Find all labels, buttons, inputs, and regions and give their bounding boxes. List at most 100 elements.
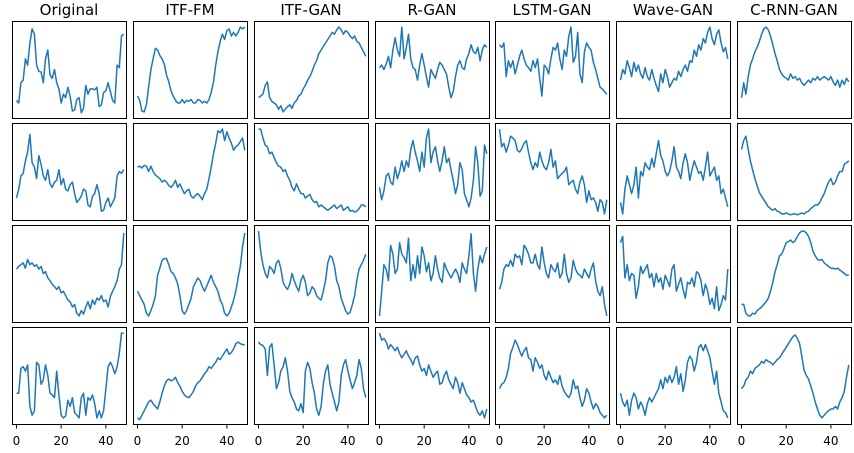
subplot-r1-c4 xyxy=(495,123,610,221)
series-line xyxy=(740,334,850,419)
subplot-frame xyxy=(133,21,248,119)
subplot-r2-c0 xyxy=(12,225,127,323)
subplot-r3-c3 xyxy=(375,327,490,425)
subplot-frame xyxy=(12,327,127,425)
x-tick-label: 40 xyxy=(823,434,838,448)
series-line xyxy=(498,26,608,97)
subplot-frame xyxy=(616,21,731,119)
subplot-r2-c2 xyxy=(254,225,369,323)
series-line xyxy=(137,341,245,421)
column-title-1: ITF-FM xyxy=(165,1,214,19)
series-line xyxy=(619,235,729,312)
subplot-frame xyxy=(616,123,731,221)
subplot-r3-c2 xyxy=(254,327,369,425)
series-line xyxy=(619,26,729,93)
series-line xyxy=(498,129,608,215)
subplot-r2-c4 xyxy=(495,225,610,323)
series-line xyxy=(15,28,125,114)
subplot-r1-c2 xyxy=(254,123,369,221)
subplot-r3-c6 xyxy=(737,327,852,425)
subplot-r1-c6 xyxy=(737,123,852,221)
x-tick-label: 20 xyxy=(658,434,673,448)
series-line xyxy=(136,232,246,317)
x-tick-label: 0 xyxy=(617,434,625,448)
subplot-frame xyxy=(254,21,369,119)
subplot-frame xyxy=(12,21,127,119)
subplot-frame xyxy=(375,123,490,221)
x-tick-label: 20 xyxy=(779,434,794,448)
subplot-frame xyxy=(495,327,610,425)
subplot-r2-c5 xyxy=(616,225,731,323)
subplot-frame xyxy=(616,327,731,425)
series-line xyxy=(619,139,729,215)
subplot-r0-c6 xyxy=(737,21,852,119)
series-line xyxy=(619,343,729,419)
series-line xyxy=(741,230,849,317)
series-line xyxy=(16,332,124,419)
subplot-r1-c0 xyxy=(12,123,127,221)
subplot-r3-c0 xyxy=(12,327,127,425)
subplot-frame xyxy=(133,123,248,221)
subplot-frame xyxy=(737,123,852,221)
subplot-frame xyxy=(12,123,127,221)
subplot-frame xyxy=(254,123,369,221)
x-tick-label: 20 xyxy=(537,434,552,448)
x-tick-label: 0 xyxy=(496,434,504,448)
series-line xyxy=(378,128,488,208)
subplot-r0-c2 xyxy=(254,21,369,119)
subplot-r2-c1 xyxy=(133,225,248,323)
subplot-frame xyxy=(133,225,248,323)
subplot-frame xyxy=(133,327,248,425)
subplot-r3-c4 xyxy=(495,327,610,425)
subplot-r0-c4 xyxy=(495,21,610,119)
subplot-frame xyxy=(495,21,610,119)
series-line xyxy=(15,232,125,317)
subplot-r1-c1 xyxy=(133,123,248,221)
series-line xyxy=(498,244,608,317)
subplot-frame xyxy=(737,327,852,425)
x-tick-label: 0 xyxy=(134,434,142,448)
column-title-3: R-GAN xyxy=(408,1,457,19)
column-title-5: Wave-GAN xyxy=(633,1,713,19)
x-tick-label: 20 xyxy=(54,434,69,448)
series-line xyxy=(258,26,367,113)
column-title-0: Original xyxy=(40,1,99,19)
series-line xyxy=(378,26,488,99)
column-title-6: C-RNN-GAN xyxy=(750,1,838,19)
x-tick-label: 40 xyxy=(702,434,717,448)
subplot-r1-c5 xyxy=(616,123,731,221)
subplot-frame xyxy=(495,225,610,323)
series-line xyxy=(15,133,125,212)
subplot-r2-c3 xyxy=(375,225,490,323)
subplot-frame xyxy=(375,21,490,119)
column-title-4: LSTM-GAN xyxy=(512,1,591,19)
subplot-frame xyxy=(737,21,852,119)
subplot-r2-c6 xyxy=(737,225,852,323)
x-tick-label: 0 xyxy=(13,434,21,448)
subplot-r3-c5 xyxy=(616,327,731,425)
subplot-r0-c5 xyxy=(616,21,731,119)
subplot-frame xyxy=(737,225,852,323)
series-line xyxy=(257,231,367,315)
x-tick-label: 0 xyxy=(255,434,263,448)
x-tick-label: 0 xyxy=(376,434,384,448)
x-tick-label: 40 xyxy=(340,434,355,448)
series-line xyxy=(258,128,367,213)
series-line xyxy=(740,26,850,98)
x-tick-label: 0 xyxy=(738,434,746,448)
subplot-r0-c1 xyxy=(133,21,248,119)
x-tick-label: 20 xyxy=(417,434,432,448)
subplot-frame xyxy=(12,225,127,323)
x-tick-label: 40 xyxy=(98,434,113,448)
series-line xyxy=(378,332,488,419)
series-line xyxy=(257,341,367,416)
series-line xyxy=(378,233,488,316)
x-tick-label: 40 xyxy=(219,434,234,448)
subplot-frame xyxy=(616,225,731,323)
series-line xyxy=(740,135,850,216)
x-tick-label: 40 xyxy=(461,434,476,448)
series-line xyxy=(137,128,246,201)
subplot-r1-c3 xyxy=(375,123,490,221)
series-line xyxy=(498,339,608,419)
